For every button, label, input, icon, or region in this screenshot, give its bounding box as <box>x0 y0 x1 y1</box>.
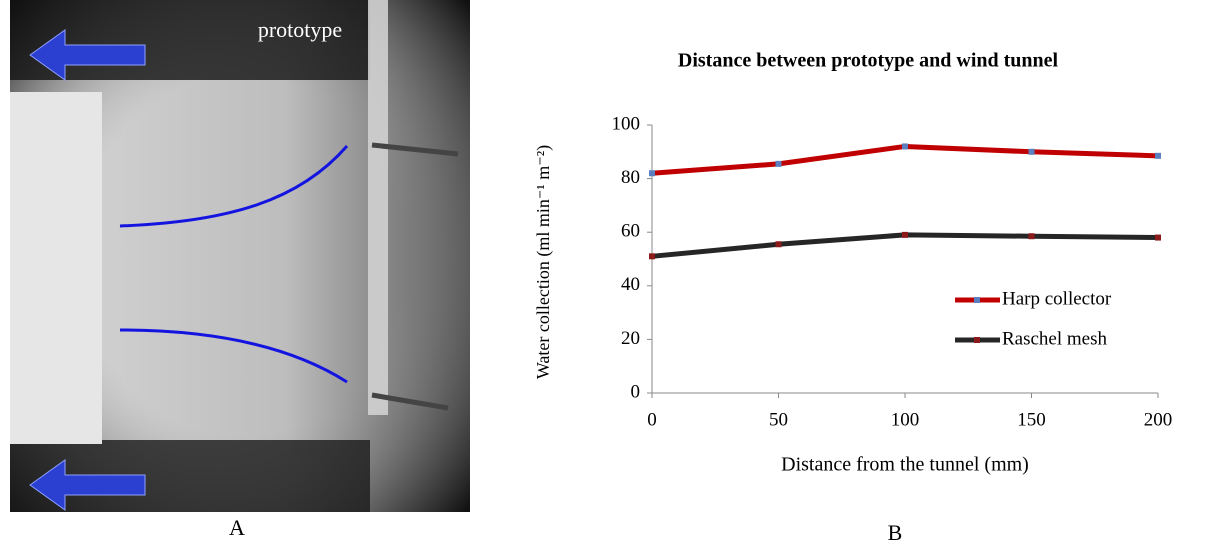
photo: prototype <box>10 0 470 512</box>
marker <box>902 231 908 238</box>
y-tick-label: 60 <box>621 221 640 242</box>
y-tick-label: 40 <box>621 274 640 295</box>
legend-label: Harp collector <box>1002 288 1112 309</box>
y-tick-label: 80 <box>621 167 640 188</box>
y-axis-label: Water collection (ml min⁻¹ m⁻²) <box>533 145 554 379</box>
marker <box>1155 234 1161 241</box>
marker <box>775 160 782 167</box>
x-tick-label: 0 <box>647 409 657 430</box>
marker <box>1155 152 1161 159</box>
panel-label: B <box>888 520 903 545</box>
y-tick-label: 100 <box>612 113 641 134</box>
series-line <box>651 232 1159 259</box>
y-tick-label: 0 <box>631 381 641 402</box>
marker <box>1028 233 1035 240</box>
legend-marker <box>974 337 980 343</box>
x-axis-label: Distance from the tunnel (mm) <box>781 454 1029 476</box>
x-tick-label: 200 <box>1144 409 1173 430</box>
series-line <box>651 143 1159 176</box>
marker <box>649 170 655 177</box>
legend-marker <box>974 297 980 303</box>
x-tick-label: 50 <box>769 409 788 430</box>
marker <box>775 241 782 248</box>
panel-label: A <box>229 515 245 540</box>
marker <box>649 253 655 260</box>
y-tick-label: 20 <box>621 328 640 349</box>
photo-label: prototype <box>258 17 342 42</box>
legend-label: Raschel mesh <box>1002 328 1108 349</box>
marker <box>1028 148 1035 155</box>
x-tick-label: 100 <box>891 409 920 430</box>
x-tick-label: 150 <box>1017 409 1046 430</box>
marker <box>902 143 908 150</box>
chart-title: Distance between prototype and wind tunn… <box>678 50 1059 72</box>
